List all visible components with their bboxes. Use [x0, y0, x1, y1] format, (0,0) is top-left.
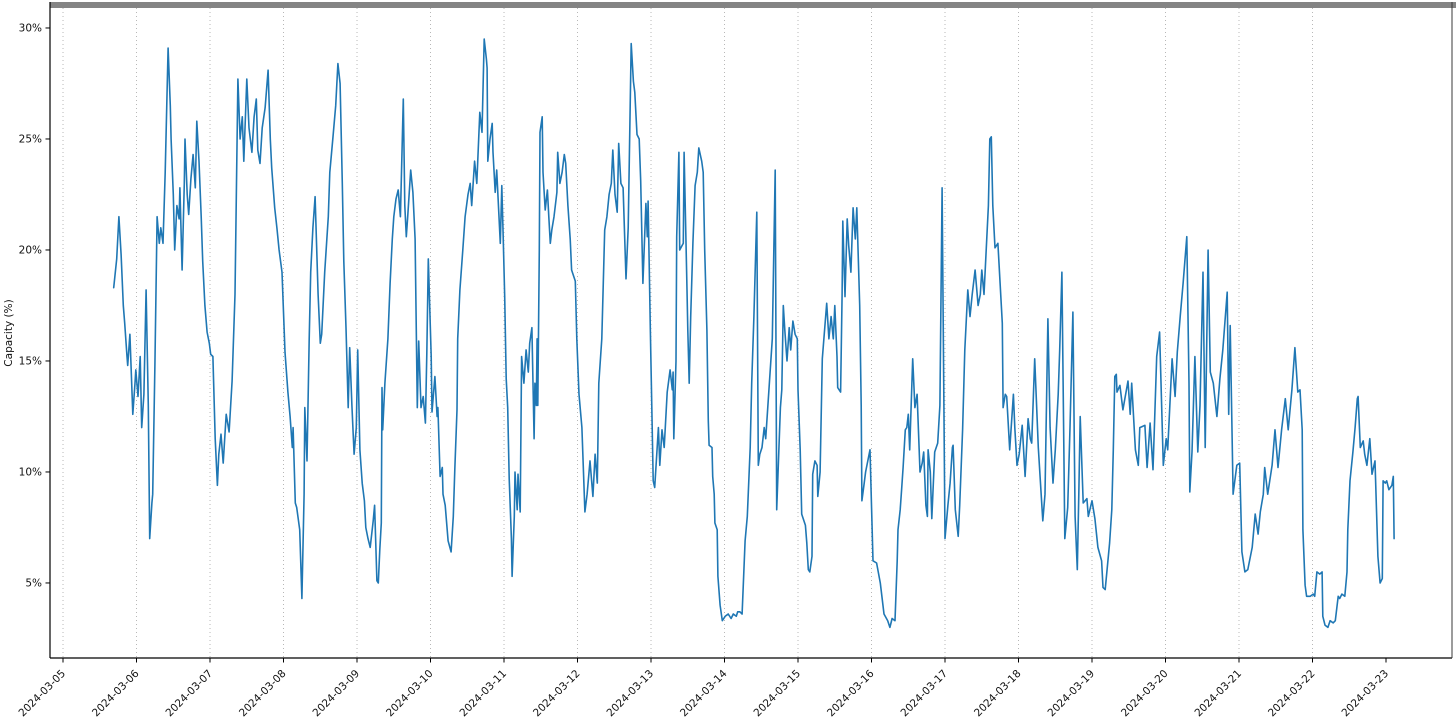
y-tick-label: 25% [19, 133, 42, 145]
x-tick-label: 2024-03-13 [604, 668, 656, 720]
x-tick-label: 2024-03-05 [16, 668, 68, 720]
x-tick-label: 2024-03-08 [237, 668, 289, 720]
y-tick-label: 5% [25, 577, 42, 589]
x-tick-label: 2024-03-14 [678, 667, 730, 719]
y-axis-title: Capacity (%) [3, 299, 15, 366]
x-tick-label: 2024-03-11 [457, 668, 509, 720]
gridlines [62, 8, 1313, 658]
y-tick-label: 20% [19, 244, 42, 256]
x-tick-label: 2024-03-20 [1119, 668, 1171, 720]
x-tick-label: 2024-03-16 [825, 667, 877, 719]
x-tick-label: 2024-03-06 [90, 667, 142, 719]
y-tick-labels: 5% 10% 15% 20% 25% 30% [19, 22, 42, 589]
x-tick-label: 2024-03-09 [310, 668, 362, 720]
x-tick-label: 2024-03-23 [1339, 668, 1391, 720]
y-tick-label: 15% [19, 355, 42, 367]
x-tick-label: 2024-03-18 [972, 668, 1024, 720]
x-tick-labels: 2024-03-05 2024-03-06 2024-03-07 2024-03-08… [16, 667, 1391, 719]
y-tick-label: 30% [19, 22, 42, 34]
x-tick-label: 2024-03-07 [163, 668, 215, 720]
x-tick-label: 2024-03-17 [898, 668, 950, 720]
y-tick-label: 10% [19, 466, 42, 478]
x-tick-label: 2024-03-22 [1266, 668, 1318, 720]
capacity-line [112, 38, 1395, 629]
capacity-line-group [112, 38, 1395, 629]
x-tick-label: 2024-03-15 [751, 668, 803, 720]
tick-marks [45, 27, 1387, 663]
x-tick-label: 2024-03-12 [531, 668, 583, 720]
x-tick-label: 2024-03-21 [1192, 668, 1244, 720]
x-tick-label: 2024-03-19 [1045, 668, 1097, 720]
x-tick-label: 2024-03-10 [384, 668, 436, 720]
top-spine [50, 2, 1456, 8]
